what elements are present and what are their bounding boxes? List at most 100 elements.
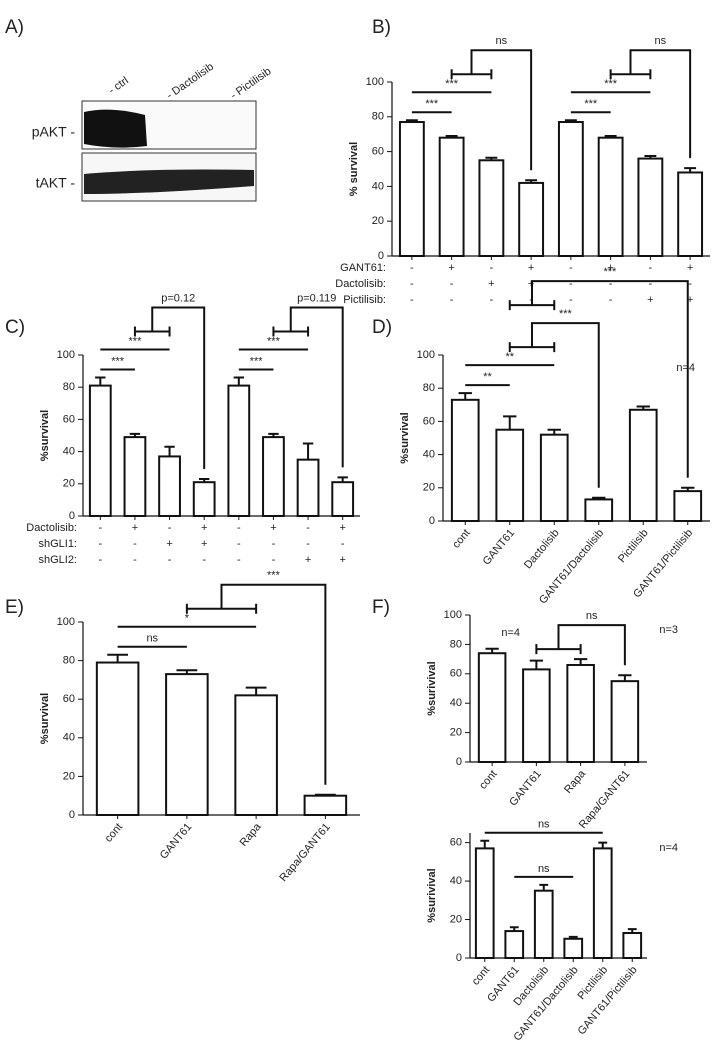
condition-sign: - (237, 538, 241, 550)
y-tick-label: 60 (423, 415, 435, 427)
error-bar (564, 119, 577, 123)
y-tick-label: 100 (444, 609, 462, 621)
significance-bracket (185, 583, 327, 785)
error-bar (636, 405, 650, 410)
blot-band (84, 109, 147, 148)
significance-label: * (185, 613, 190, 625)
y-tick-label: 20 (450, 727, 462, 739)
y-tick-label: 40 (450, 697, 462, 709)
y-axis-label: % survival (348, 142, 360, 196)
error-bar (509, 926, 519, 932)
y-tick-label: 20 (450, 913, 462, 925)
significance-bracket (508, 322, 600, 488)
y-axis-label: %surivival (426, 868, 438, 922)
condition-sign: - (133, 538, 137, 550)
y-tick-label: 0 (69, 510, 75, 522)
condition-name: GANT61: (340, 262, 386, 274)
condition-sign: - (341, 538, 345, 550)
y-tick-label: 20 (63, 478, 75, 490)
sample-size: n=4 (659, 842, 678, 854)
condition-sign: - (133, 554, 137, 566)
significance-label: *** (129, 335, 143, 347)
condition-name: Dactolisib: (335, 278, 386, 290)
bar (477, 652, 507, 763)
condition-sign: - (168, 554, 172, 566)
bar (438, 136, 465, 257)
error-bar (592, 496, 606, 500)
significance-label: *** (559, 308, 573, 320)
y-tick-label: 0 (69, 809, 75, 821)
condition-sign: + (339, 522, 345, 534)
condition-sign: - (410, 294, 414, 306)
condition-sign: + (201, 538, 207, 550)
bar (628, 408, 658, 522)
condition-sign: - (490, 262, 494, 274)
y-tick-label: 80 (63, 381, 75, 393)
error-bar (198, 477, 210, 483)
bar (673, 490, 703, 522)
bar (227, 384, 251, 517)
error-bar (539, 883, 549, 891)
condition-sign: - (649, 262, 653, 274)
bar (192, 481, 216, 518)
y-tick-label: 100 (366, 76, 384, 88)
y-axis-label: %survival (39, 410, 51, 461)
condition-sign: - (450, 278, 454, 290)
error-bar (164, 445, 175, 457)
bar (450, 398, 480, 523)
condition-name: Pictilisib: (343, 294, 386, 306)
condition-sign: - (168, 522, 172, 534)
error-bar (503, 415, 517, 430)
y-tick-label: 0 (456, 756, 462, 768)
condition-sign: - (688, 278, 692, 290)
error-bar (176, 669, 198, 675)
bar (398, 121, 425, 257)
condition-sign: - (272, 538, 276, 550)
condition-sign: - (237, 554, 241, 566)
error-bar (627, 928, 637, 933)
y-tick-label: 100 (57, 349, 75, 361)
y-tick-label: 40 (63, 732, 75, 744)
y-tick-label: 0 (378, 250, 384, 262)
significance-label: *** (584, 98, 598, 110)
bar (165, 673, 209, 816)
error-bar (618, 674, 632, 682)
condition-sign: - (410, 262, 414, 274)
condition-name: Dactolisib: (26, 522, 77, 534)
error-bar (681, 486, 695, 492)
bar (677, 171, 704, 257)
condition-name: shGLI2: (38, 554, 77, 566)
error-bar (547, 428, 561, 435)
panel-label: B) (372, 17, 391, 38)
condition-sign: + (201, 522, 207, 534)
condition-sign: + (687, 294, 693, 306)
error-bar (644, 154, 657, 159)
y-tick-label: 0 (456, 952, 462, 964)
condition-sign: - (569, 262, 573, 274)
error-bar (337, 476, 348, 483)
y-tick-label: 40 (372, 180, 384, 192)
bar (495, 428, 525, 523)
bar (533, 889, 554, 960)
error-bar (604, 134, 617, 138)
panel-label: E) (5, 597, 24, 618)
panel-label: A) (5, 17, 24, 38)
error-bar (314, 793, 336, 796)
error-bar (529, 659, 544, 670)
error-bar (445, 134, 458, 138)
blot-band (84, 169, 254, 194)
significance-label: *** (267, 335, 281, 347)
y-tick-label: 40 (63, 446, 75, 458)
condition-sign: + (270, 522, 276, 534)
y-tick-label: 60 (63, 693, 75, 705)
bar (331, 481, 355, 518)
condition-sign: - (649, 278, 653, 290)
error-bar (458, 392, 472, 400)
condition-sign: - (569, 278, 573, 290)
condition-sign: - (306, 538, 310, 550)
error-bar (268, 432, 279, 438)
condition-sign: - (609, 278, 613, 290)
bar (522, 668, 551, 764)
condition-sign: + (339, 554, 345, 566)
bar (158, 455, 181, 517)
